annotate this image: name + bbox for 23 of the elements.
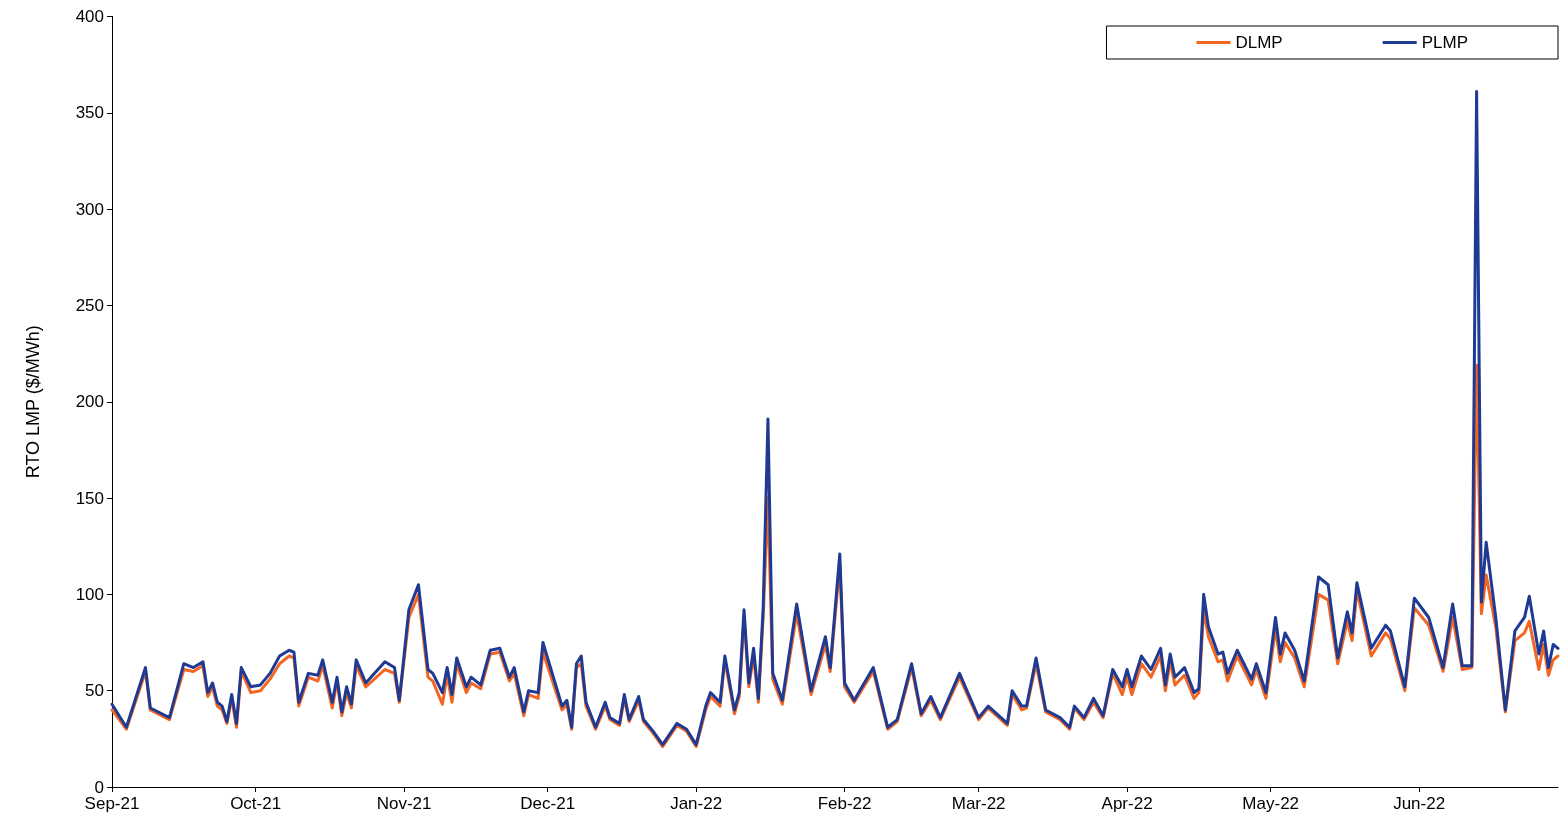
y-tick-label: 0 [94,777,104,797]
y-tick-label: 350 [75,103,104,123]
x-tick-label: Jun-22 [1393,794,1446,813]
x-tick-label: Apr-22 [1101,794,1153,813]
y-tick-label: 150 [75,488,104,508]
y-tick-label: 50 [85,681,104,701]
x-tick-label: Sep-21 [84,794,140,813]
y-tick-label: 250 [75,295,104,315]
legend-label: DLMP [1235,33,1283,52]
x-tick-label: Feb-22 [817,794,872,813]
x-tick-label: May-22 [1242,794,1300,813]
x-tick-label: Oct-21 [230,794,282,813]
y-axis-title: RTO LMP ($/MWh) [23,325,43,479]
x-tick-label: Nov-21 [376,794,432,813]
legend-label: PLMP [1421,33,1468,52]
y-tick-label: 400 [75,7,104,26]
line-series [110,90,1560,747]
y-tick-label: 300 [75,199,104,219]
x-tick-label: Mar-22 [951,794,1006,813]
x-tick-label: Dec-21 [520,794,576,813]
y-tick-label: 200 [75,392,104,412]
y-tick-label: 100 [75,584,104,604]
x-tick-label: Jan-22 [670,794,723,813]
